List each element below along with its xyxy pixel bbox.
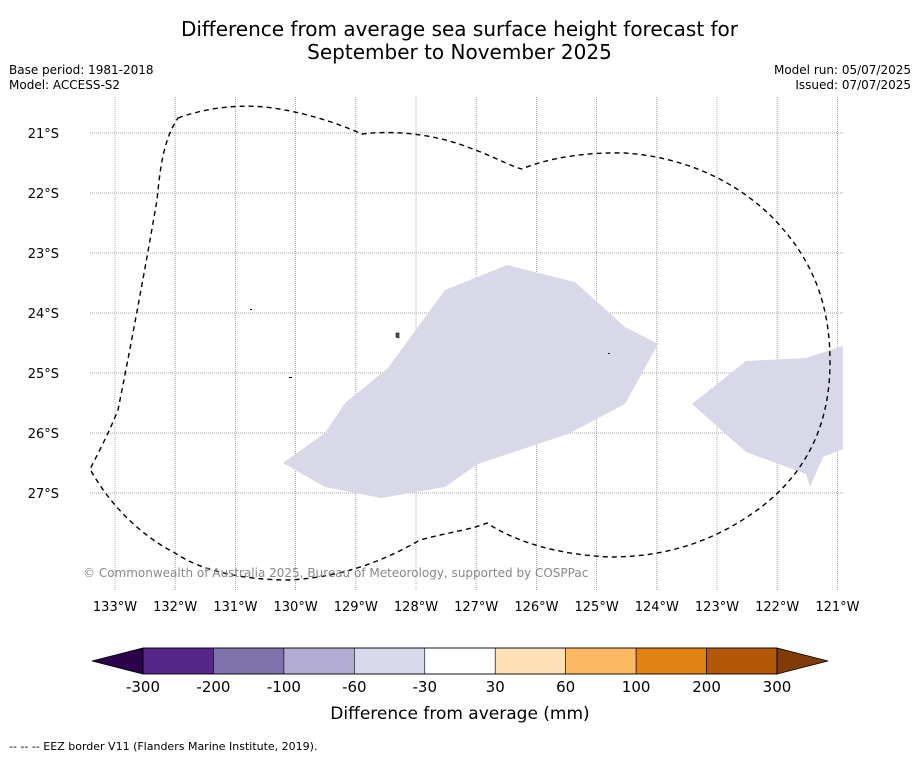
longitude-label: 125°W — [575, 600, 619, 615]
latitude-label: 21°S — [28, 127, 59, 142]
latitude-labels: 21°S 22°S 23°S 24°S 25°S 26°S 27°S — [28, 127, 59, 502]
island-speck — [250, 309, 252, 310]
longitude-label: 127°W — [454, 600, 498, 615]
colorbar: -300 -200 -100 -60 -30 30 60 100 200 300 Differen… — [91, 647, 829, 724]
island-speck — [395, 332, 400, 339]
anomaly-area-east — [692, 346, 843, 487]
colorbar-tick-label: -200 — [196, 678, 230, 696]
colorbar-tick-label: 200 — [692, 678, 721, 696]
islands — [250, 309, 610, 378]
longitude-label: 132°W — [153, 600, 197, 615]
longitude-label: 129°W — [334, 600, 378, 615]
colorbar-tick-labels: -300 -200 -100 -60 -30 30 60 100 200 300 — [126, 678, 791, 696]
colorbar-segment — [354, 647, 426, 675]
colorbar-segment — [213, 647, 285, 675]
longitude-label: 123°W — [695, 600, 739, 615]
latitude-label: 25°S — [28, 367, 59, 382]
colorbar-label: Difference from average (mm) — [330, 704, 589, 724]
colorbar-tick-label: -300 — [126, 678, 160, 696]
longitude-label: 130°W — [274, 600, 318, 615]
island-speck — [608, 353, 610, 354]
colorbar-segment — [494, 647, 566, 675]
longitude-labels: 133°W 132°W 131°W 130°W 129°W 128°W 127°W 126°W… — [93, 600, 860, 615]
colorbar-segment — [565, 647, 637, 675]
colorbar-segments — [142, 647, 778, 675]
copyright-text: © Commonwealth of Australia 2025, Bureau… — [83, 566, 588, 580]
colorbar-tick-label: 30 — [486, 678, 505, 696]
chart-title: Difference from average sea surface heig… — [0, 18, 919, 64]
longitude-label: 131°W — [213, 600, 257, 615]
longitude-label: 128°W — [394, 600, 438, 615]
colorbar-low-extend — [91, 647, 144, 675]
colorbar-segment — [635, 647, 707, 675]
latitude-label: 27°S — [28, 487, 59, 502]
eez-border — [89, 105, 831, 581]
title-line-1: Difference from average sea surface heig… — [180, 17, 739, 41]
issued-text: Issued: 07/07/2025 — [795, 78, 911, 92]
latitude-label: 26°S — [28, 427, 59, 442]
colorbar-frame — [142, 647, 778, 675]
latitude-label: 24°S — [28, 307, 59, 322]
longitude-label: 133°W — [93, 600, 137, 615]
anomaly-area-central — [283, 265, 658, 498]
colorbar-segment — [283, 647, 355, 675]
colorbar-high-extend — [776, 647, 829, 675]
anomaly-areas — [283, 265, 843, 498]
colorbar-segment — [424, 647, 496, 675]
model-run-text: Model run: 05/07/2025 — [773, 63, 911, 77]
longitude-label: 121°W — [815, 600, 859, 615]
base-period-text: Base period: 1981-2018 — [9, 63, 154, 77]
latitude-label: 22°S — [28, 187, 59, 202]
colorbar-tick-label: 60 — [556, 678, 575, 696]
colorbar-segment — [706, 647, 778, 675]
model-text: Model: ACCESS-S2 — [9, 78, 121, 92]
footnote: -- -- -- EEZ border V11 (Flanders Marine… — [9, 740, 318, 753]
latitude-label: 23°S — [28, 247, 59, 262]
colorbar-segment — [142, 647, 214, 675]
meta-right: Model run: 05/07/2025 Issued: 07/07/2025 — [774, 63, 911, 93]
longitude-label: 124°W — [635, 600, 679, 615]
longitude-label: 122°W — [755, 600, 799, 615]
colorbar-tick-label: -100 — [267, 678, 301, 696]
colorbar-tick-label: 300 — [763, 678, 792, 696]
island-speck — [289, 377, 292, 378]
colorbar-tick-label: -30 — [413, 678, 438, 696]
meta-left: Base period: 1981-2018 Model: ACCESS-S2 — [9, 63, 154, 93]
colorbar-tick-label: -60 — [342, 678, 367, 696]
longitude-label: 126°W — [514, 600, 558, 615]
title-line-2: September to November 2025 — [307, 40, 612, 64]
colorbar-tick-label: 100 — [622, 678, 651, 696]
